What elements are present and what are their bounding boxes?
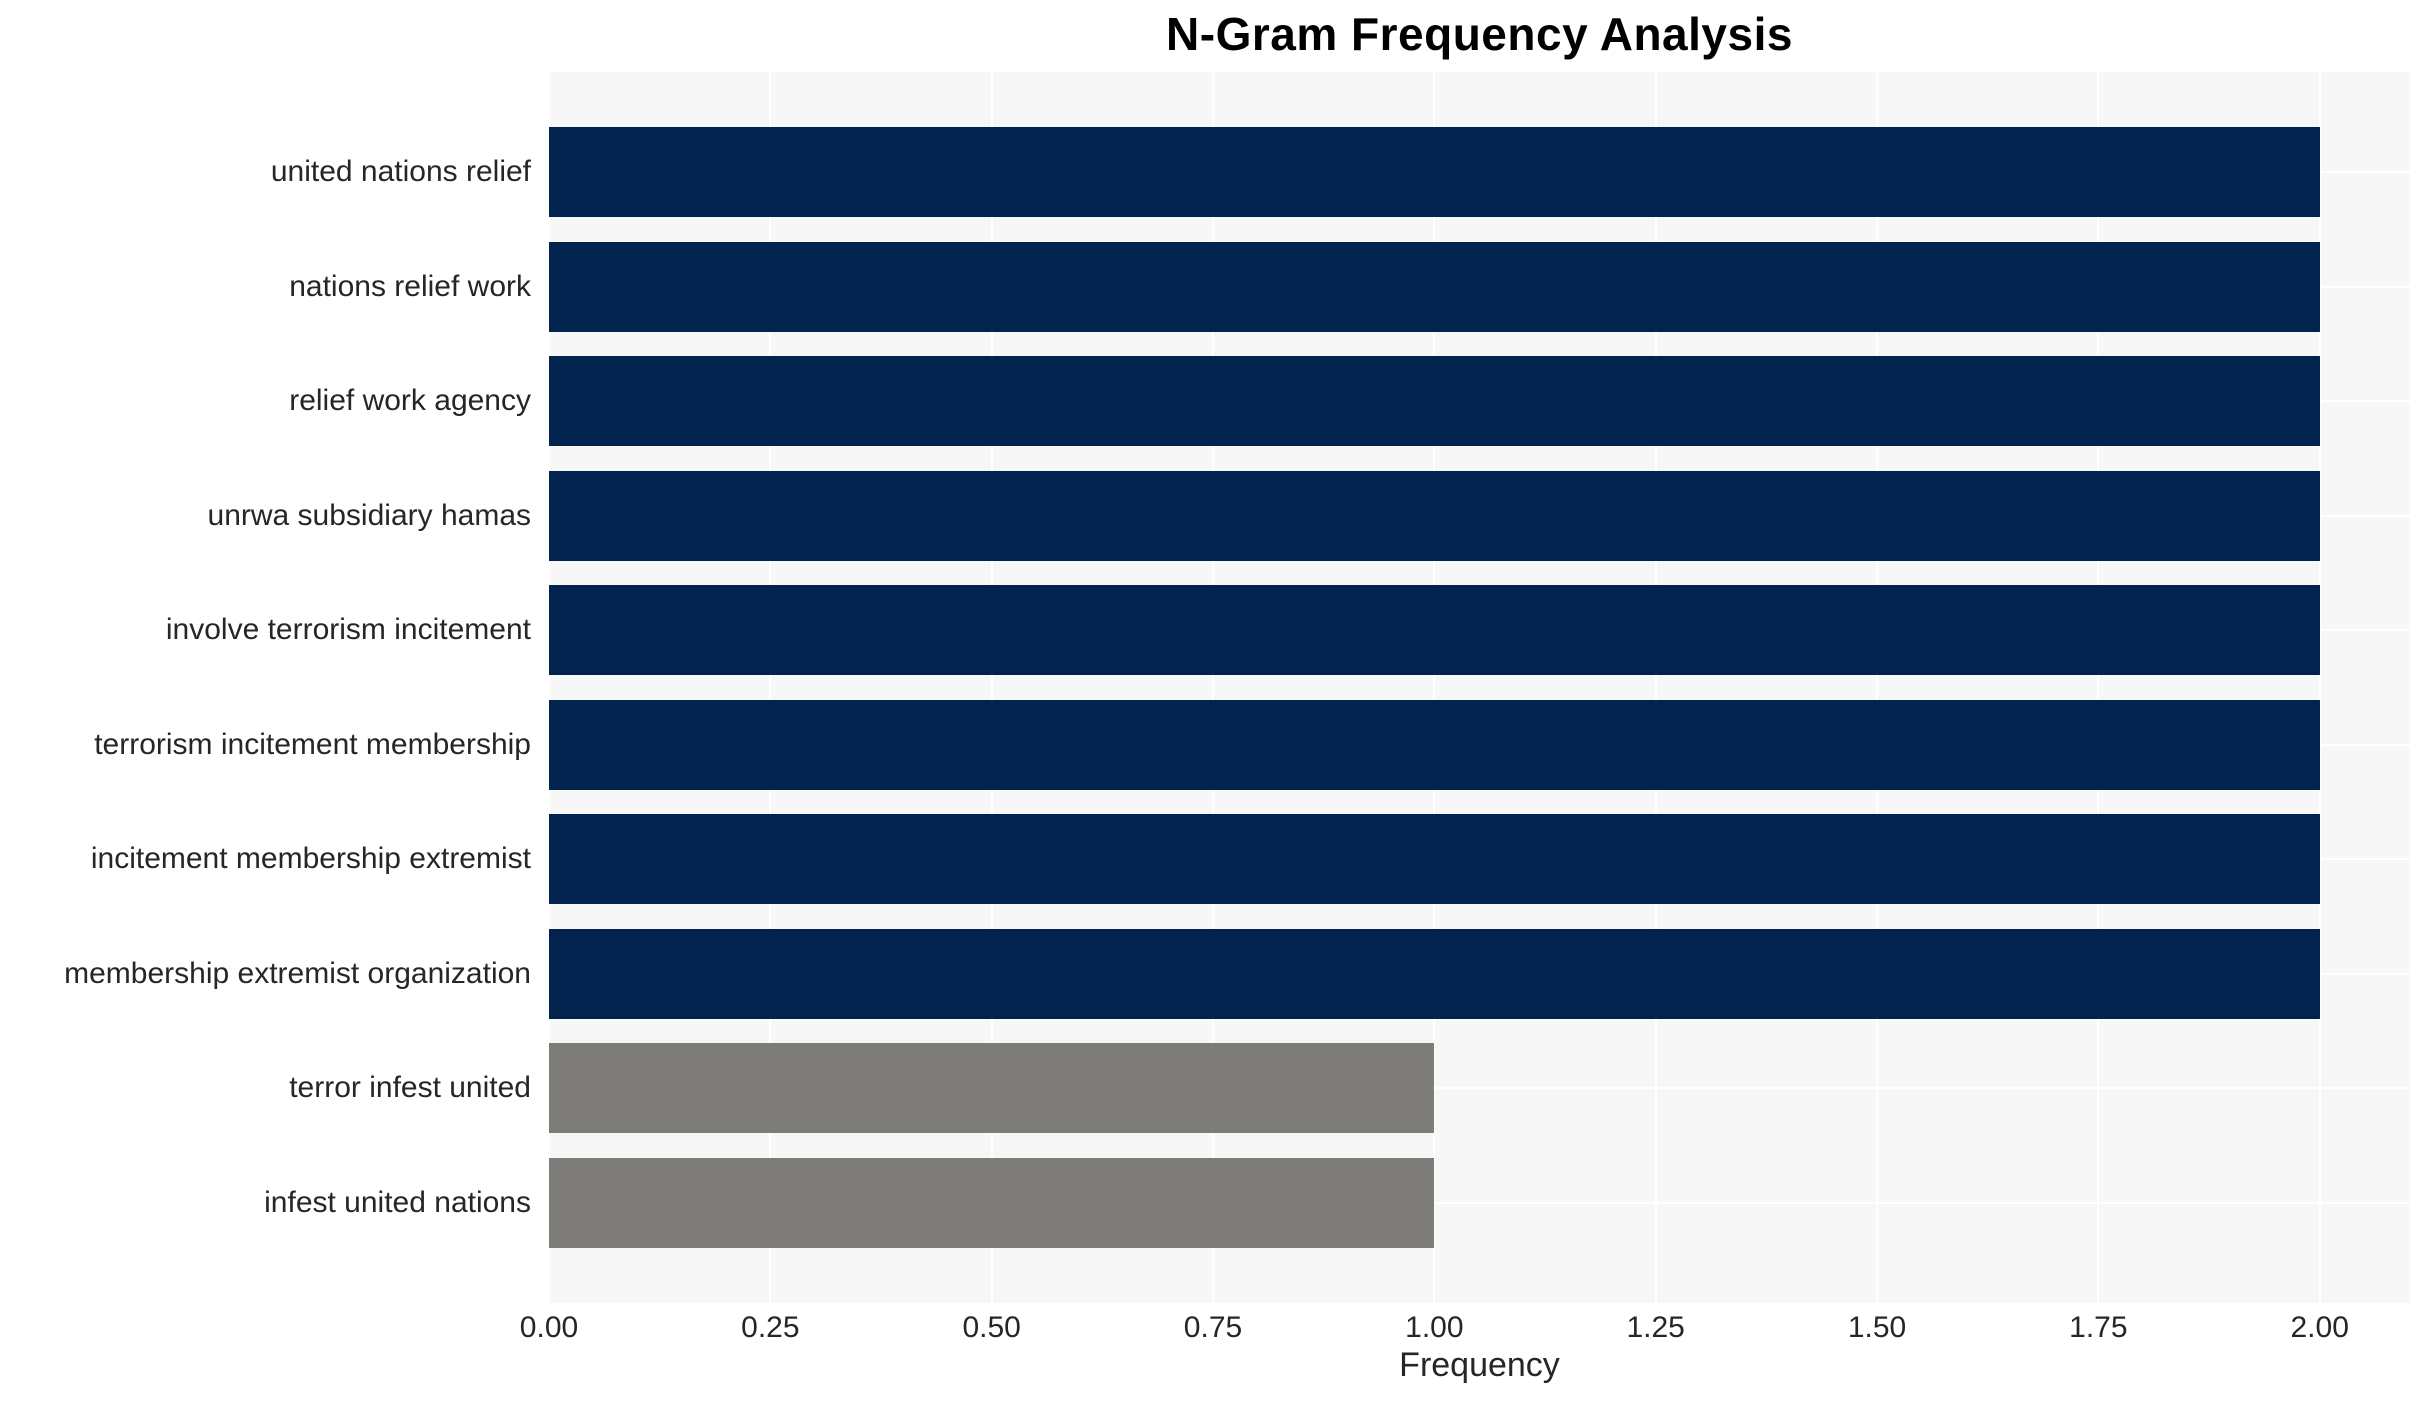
x-tick-label: 1.75: [2069, 1311, 2128, 1344]
category-label: membership extremist organization: [64, 956, 531, 990]
bar: [549, 699, 2320, 790]
x-tick-label: 0.50: [962, 1311, 1021, 1344]
category-label: unrwa subsidiary hamas: [207, 498, 531, 532]
gridline-vertical: [2097, 72, 2100, 1303]
gridline-vertical: [1433, 72, 1436, 1303]
gridline-horizontal: [549, 1201, 2410, 1204]
x-tick-label: 1.00: [1405, 1311, 1464, 1344]
bar: [549, 356, 2320, 447]
bar: [549, 928, 2320, 1019]
chart-title: N-Gram Frequency Analysis: [1166, 8, 1793, 60]
bar: [549, 585, 2320, 676]
bar: [549, 241, 2320, 332]
category-label: united nations relief: [270, 155, 531, 189]
x-tick-label: 2.00: [2290, 1311, 2349, 1344]
gridline-vertical: [549, 72, 550, 1303]
x-tick-label: 0.75: [1183, 1311, 1243, 1344]
category-label: relief work agency: [289, 384, 531, 418]
gridline-vertical: [769, 72, 772, 1303]
bar: [549, 814, 2320, 905]
gridline-vertical: [1876, 72, 1879, 1303]
gridline-vertical: [2318, 72, 2321, 1303]
x-tick-label: 1.50: [1847, 1311, 1907, 1344]
x-tick-label: 0.25: [741, 1311, 800, 1344]
gridline-vertical: [1654, 72, 1657, 1303]
bar: [549, 127, 2320, 218]
bar: [549, 470, 2320, 561]
x-axis: 0.00 0.25 0.50 0.75 1.00 1.25 1.50 1.75 2.00: [0, 1303, 2428, 1351]
x-axis-title: Frequency: [1399, 1346, 1560, 1384]
plot-area: [549, 72, 2410, 1303]
y-axis-labels: united nations relief nations relief work…: [0, 72, 540, 1303]
x-tick-label: 0.00: [519, 1311, 579, 1344]
bar: [549, 1157, 1435, 1248]
category-label: infest united nations: [264, 1185, 531, 1219]
gridline-vertical: [1212, 72, 1214, 1303]
category-label: incitement membership extremist: [90, 842, 531, 876]
gridline-horizontal: [549, 1087, 2410, 1090]
x-tick-label: 1.25: [1626, 1311, 1685, 1344]
bar: [549, 1043, 1435, 1134]
category-label: terror infest united: [289, 1071, 531, 1105]
gridline-vertical: [990, 72, 993, 1303]
category-label: nations relief work: [289, 269, 531, 303]
category-label: involve terrorism incitement: [165, 613, 531, 647]
category-label: terrorism incitement membership: [94, 727, 531, 761]
